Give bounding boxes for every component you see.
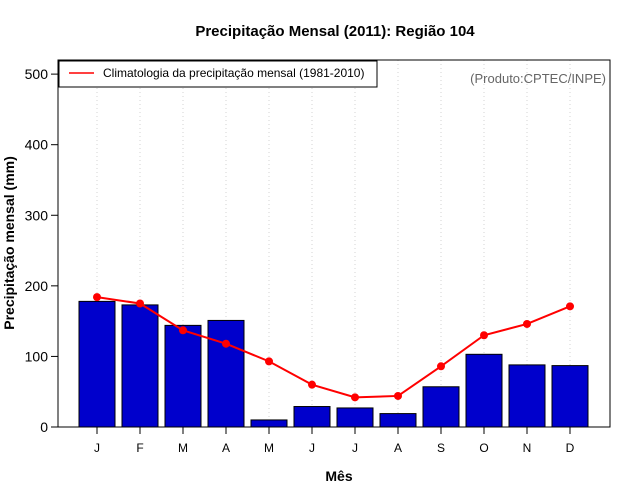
bar bbox=[164, 324, 202, 428]
line-point bbox=[179, 326, 187, 335]
legend-box bbox=[58, 60, 378, 88]
line-point bbox=[351, 393, 359, 402]
x-tick-label: N bbox=[523, 441, 532, 455]
line-point bbox=[136, 299, 144, 308]
line-point bbox=[566, 302, 574, 311]
x-tick-label: J bbox=[309, 441, 315, 455]
y-axis-title: Precipitação mensal (mm) bbox=[1, 156, 17, 330]
x-tick-label: F bbox=[136, 441, 143, 455]
bar bbox=[379, 413, 417, 428]
bar bbox=[551, 365, 589, 428]
bar bbox=[78, 300, 116, 428]
line-point bbox=[437, 362, 445, 371]
line-point bbox=[93, 293, 101, 302]
bar bbox=[121, 304, 159, 428]
x-tick-label: S bbox=[437, 441, 445, 455]
legend: Climatologia da precipitação mensal (198… bbox=[58, 60, 378, 88]
x-tick-label: M bbox=[264, 441, 274, 455]
bars bbox=[78, 300, 589, 428]
x-tick-label: A bbox=[222, 441, 230, 455]
x-tick-label: O bbox=[479, 441, 488, 455]
source-note: (Produto:CPTEC/INPE) bbox=[470, 71, 606, 86]
y-tick-label: 0 bbox=[40, 419, 48, 435]
bar bbox=[207, 319, 245, 428]
line-series bbox=[96, 296, 571, 399]
plot-frame bbox=[57, 59, 611, 428]
bar bbox=[465, 353, 503, 428]
y-axis: 0 100 200 300 400 500 bbox=[25, 66, 58, 435]
line-point bbox=[265, 357, 273, 366]
x-tick-label: M bbox=[178, 441, 188, 455]
line-point bbox=[222, 339, 230, 348]
y-tick-label: 200 bbox=[25, 278, 49, 294]
y-tick-label: 100 bbox=[25, 348, 49, 364]
climatology-line bbox=[93, 293, 574, 402]
y-tick-label: 300 bbox=[25, 207, 49, 223]
bar bbox=[293, 406, 331, 428]
bar bbox=[508, 364, 546, 428]
line-point bbox=[523, 319, 531, 328]
line-point bbox=[480, 331, 488, 340]
bar bbox=[250, 419, 288, 428]
line-point bbox=[394, 391, 402, 400]
legend-label: Climatologia da precipitação mensal (198… bbox=[103, 66, 364, 80]
x-tick-label: J bbox=[352, 441, 358, 455]
line-point bbox=[308, 380, 316, 389]
bar bbox=[336, 407, 374, 428]
x-tick-label: A bbox=[394, 441, 402, 455]
y-tick-label: 400 bbox=[25, 137, 49, 153]
y-tick-label: 500 bbox=[25, 66, 49, 82]
chart-title: Precipitação Mensal (2011): Região 104 bbox=[195, 23, 475, 40]
x-tick-label: J bbox=[94, 441, 100, 455]
x-axis-title: Mês bbox=[325, 468, 352, 484]
bar bbox=[422, 386, 460, 428]
x-tick-label: D bbox=[566, 441, 575, 455]
